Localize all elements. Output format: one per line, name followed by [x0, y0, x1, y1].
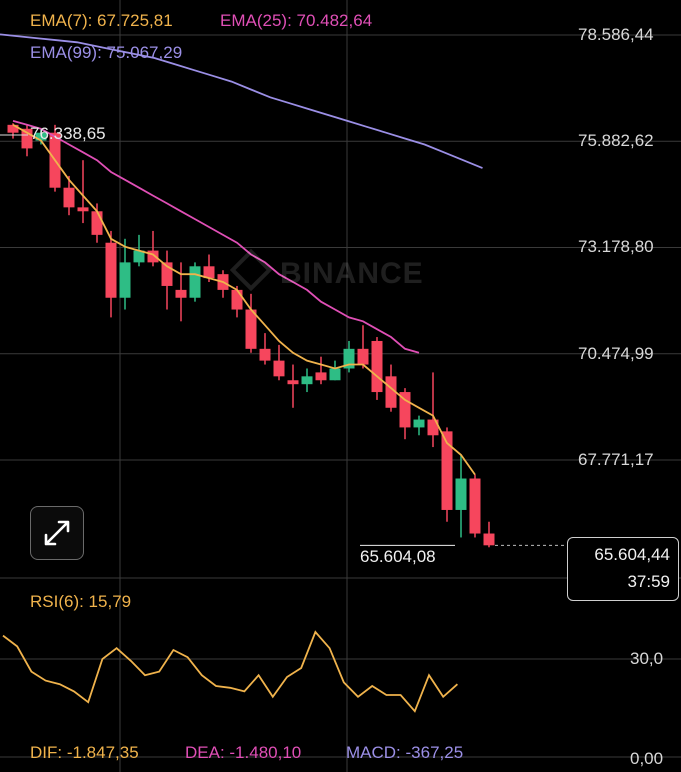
- ema7-label: EMA(7): 67.725,81: [30, 11, 173, 30]
- binance-logo-icon: [229, 248, 273, 292]
- binance-watermark: BINANCE: [229, 248, 424, 292]
- candle-body: [133, 250, 145, 263]
- price-axis-label: 67.771,17: [578, 450, 654, 469]
- rsi-label: RSI(6): 15,79: [30, 592, 132, 611]
- candle-body: [287, 380, 299, 385]
- candle-body: [147, 250, 159, 263]
- candle-body: [483, 533, 495, 546]
- candle-body: [189, 266, 201, 298]
- candle-body: [105, 242, 117, 298]
- candle-body: [175, 289, 187, 298]
- ema99-label: EMA(99): 75.067,29: [30, 43, 183, 62]
- ema7-line: [12, 124, 476, 476]
- ema25-line: [12, 120, 420, 354]
- current-price-label: 65.604,08: [360, 547, 436, 566]
- price-axis-label: 73.178,80: [578, 237, 654, 256]
- candle-body: [259, 348, 271, 361]
- candle-body: [91, 211, 103, 235]
- candle-body: [357, 348, 369, 365]
- rsi-axis-label: 0,00: [630, 749, 664, 768]
- candle-body: [427, 419, 439, 436]
- candle-body: [273, 360, 285, 377]
- candle-body: [315, 372, 327, 381]
- candle-body: [329, 368, 341, 381]
- candle-body: [21, 128, 33, 149]
- candle-body: [35, 132, 47, 141]
- ema25-label: EMA(25): 70.482,64: [220, 11, 373, 30]
- ema25-legend: EMA(25): 70.482,64: [220, 11, 372, 31]
- macd-dif-label: DIF: -1.847,35: [30, 743, 139, 762]
- candle-body: [371, 340, 383, 393]
- price-axis-label: 75.882,62: [578, 131, 654, 150]
- ema99-line: [0, 33, 483, 169]
- candle-body: [385, 376, 397, 408]
- high-price-marker: 76.338,65: [30, 124, 106, 143]
- candle-body: [441, 431, 453, 510]
- candle-body: [245, 309, 257, 349]
- fullscreen-button[interactable]: [30, 506, 84, 560]
- ema99-legend: EMA(99): 75.067,29: [30, 43, 182, 63]
- candle-countdown: 37:59: [627, 572, 670, 591]
- candle-body: [77, 207, 89, 212]
- candle-body: [203, 266, 215, 279]
- candle-body: [399, 392, 411, 428]
- ema7-legend: EMA(7): 67.725,81: [30, 11, 173, 31]
- rsi-line: [2, 630, 458, 713]
- candle-body: [161, 262, 173, 286]
- candle-body: [301, 376, 313, 385]
- price-axis-label: 78.586,44: [578, 25, 654, 44]
- current-price-value: 65.604,44: [594, 545, 670, 564]
- candle-body: [7, 124, 19, 133]
- macd-dea-label: DEA: -1.480,10: [185, 743, 302, 762]
- candle-body: [119, 262, 131, 298]
- rsi-axis-label: 30,0: [630, 649, 664, 668]
- candle-body: [469, 478, 481, 534]
- macd-value-label: MACD: -367,25: [346, 743, 464, 762]
- candle-body: [343, 348, 355, 369]
- price-axis-label: 70.474,99: [578, 344, 654, 363]
- candle-body: [63, 187, 75, 208]
- candle-body: [455, 478, 467, 510]
- expand-arrows-icon: [44, 520, 70, 546]
- candle-body: [231, 289, 243, 310]
- candle-body: [413, 419, 425, 428]
- current-price-box: 65.604,44 37:59: [567, 537, 679, 601]
- watermark-text: BINANCE: [280, 257, 424, 290]
